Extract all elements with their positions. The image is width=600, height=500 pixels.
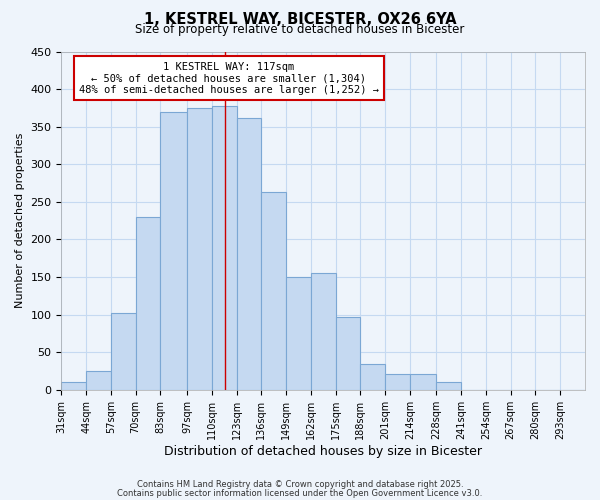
Bar: [410, 374, 436, 390]
Text: Size of property relative to detached houses in Bicester: Size of property relative to detached ho…: [136, 22, 464, 36]
Text: 1, KESTREL WAY, BICESTER, OX26 6YA: 1, KESTREL WAY, BICESTER, OX26 6YA: [143, 12, 457, 28]
Bar: [236, 118, 262, 390]
Bar: [61, 382, 86, 390]
Bar: [86, 371, 111, 390]
Bar: [436, 382, 461, 390]
Bar: [160, 112, 187, 390]
Text: Contains HM Land Registry data © Crown copyright and database right 2025.: Contains HM Land Registry data © Crown c…: [137, 480, 463, 489]
Text: Contains public sector information licensed under the Open Government Licence v3: Contains public sector information licen…: [118, 488, 482, 498]
Bar: [385, 374, 410, 390]
Y-axis label: Number of detached properties: Number of detached properties: [15, 133, 25, 308]
Bar: [262, 192, 286, 390]
Bar: [212, 106, 236, 390]
Bar: [136, 217, 160, 390]
Bar: [335, 317, 361, 390]
Bar: [361, 364, 385, 390]
Bar: [286, 277, 311, 390]
X-axis label: Distribution of detached houses by size in Bicester: Distribution of detached houses by size …: [164, 444, 482, 458]
Bar: [187, 108, 212, 390]
Bar: [111, 313, 136, 390]
Bar: [311, 274, 335, 390]
Text: 1 KESTREL WAY: 117sqm
← 50% of detached houses are smaller (1,304)
48% of semi-d: 1 KESTREL WAY: 117sqm ← 50% of detached …: [79, 62, 379, 95]
